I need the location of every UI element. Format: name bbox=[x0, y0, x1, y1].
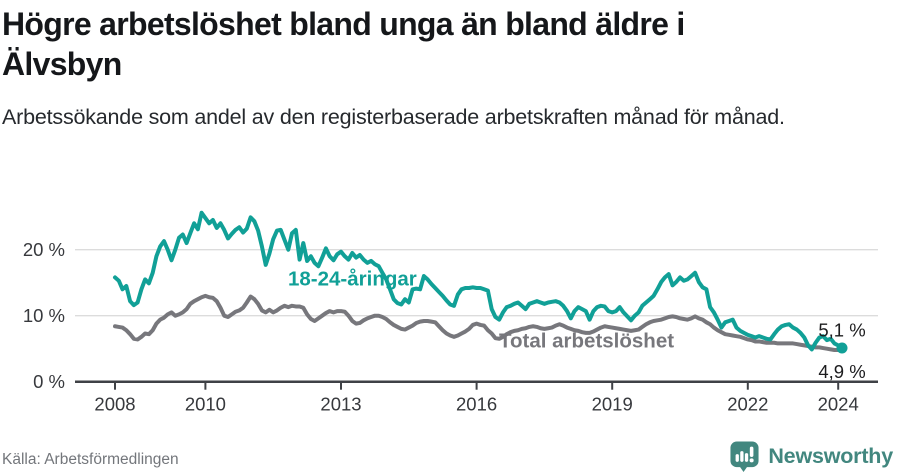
x-tick-label: 2010 bbox=[185, 394, 226, 415]
series-label-young: 18-24-åringar bbox=[288, 268, 417, 291]
series-label-total: Total arbetslöshet bbox=[499, 330, 674, 353]
chart-title: Högre arbetslöshet bland unga än bland ä… bbox=[2, 6, 685, 82]
x-tick-label: 2013 bbox=[320, 394, 361, 415]
chart-subtitle: Arbetssökande som andel av den registerb… bbox=[2, 105, 785, 129]
y-tick-label: 10 % bbox=[23, 305, 65, 326]
series-endpoint-dot bbox=[836, 342, 848, 354]
line-chart: 0 % 10 % 20 % 2008 2010 2013 2016 2019 2022 2024 1… bbox=[23, 210, 878, 415]
x-tick-label: 2016 bbox=[456, 394, 497, 415]
newsworthy-logo-text: Newsworthy bbox=[768, 444, 893, 468]
y-tick-label: 20 % bbox=[23, 239, 65, 260]
series-line-total bbox=[113, 293, 844, 353]
newsworthy-logo[interactable]: Newsworthy bbox=[729, 441, 893, 472]
end-value-label-young: 5,1 % bbox=[818, 320, 865, 341]
x-tick-label: 2019 bbox=[592, 394, 633, 415]
x-tick-label: 2008 bbox=[94, 394, 135, 415]
x-tick-label: 2024 bbox=[818, 394, 859, 415]
x-tick-label: 2022 bbox=[727, 394, 768, 415]
end-value-label-total: 4,9 % bbox=[818, 361, 865, 382]
series-line-young bbox=[113, 210, 844, 352]
newsworthy-logo-icon bbox=[730, 441, 759, 472]
source-label: Källa: Arbetsförmedlingen bbox=[2, 451, 179, 468]
y-tick-label: 0 % bbox=[33, 371, 65, 392]
